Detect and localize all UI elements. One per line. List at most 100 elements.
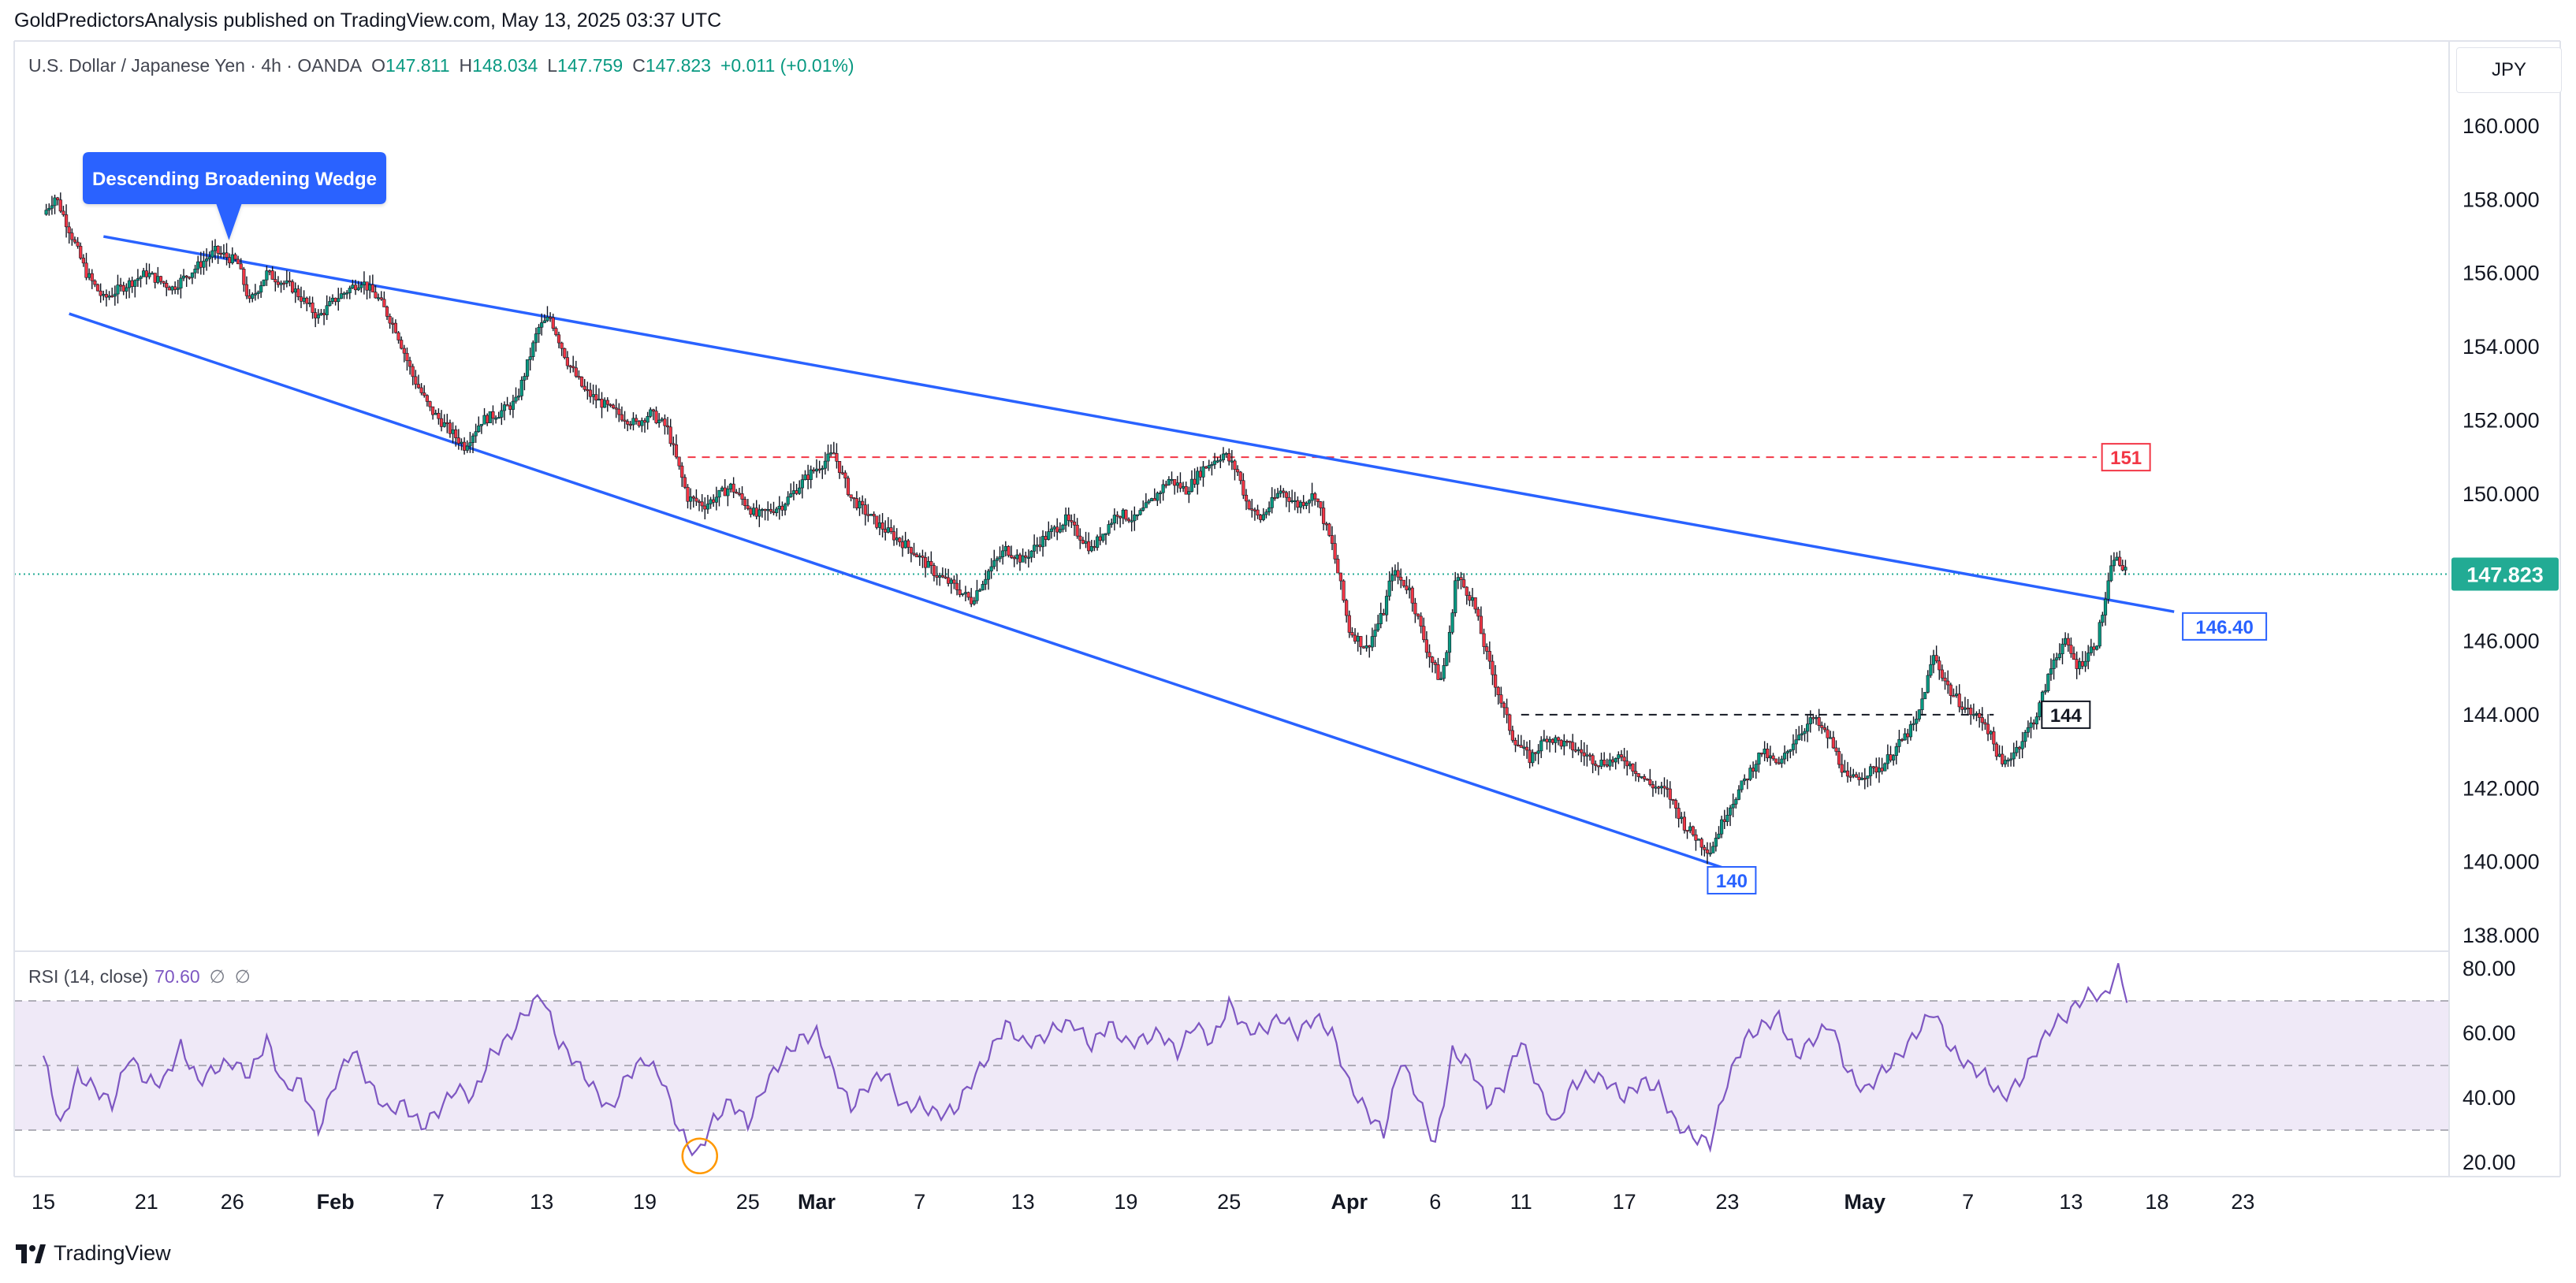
candle-body	[1751, 768, 1755, 772]
price-tick-label: 152.000	[2462, 408, 2540, 432]
symbol-name[interactable]: U.S. Dollar / Japanese Yen · 4h · OANDA	[28, 55, 363, 76]
candle-body	[1725, 815, 1729, 822]
candle-body	[2032, 722, 2036, 725]
wedge-annotation-callout[interactable]: Descending Broadening Wedge	[83, 152, 386, 240]
candle-body	[963, 592, 968, 594]
candle-body	[1204, 466, 1208, 469]
candle-body	[519, 379, 523, 396]
candle-body	[758, 509, 761, 517]
candle-body	[1112, 515, 1116, 524]
candle-body	[1539, 740, 1543, 752]
candle-body	[1003, 546, 1007, 552]
candle-body	[1797, 734, 1801, 741]
candle-body	[1934, 655, 1938, 661]
candle-body	[1782, 753, 1787, 760]
candle-body	[597, 399, 601, 401]
candle-body	[1863, 778, 1867, 780]
candle-body	[846, 478, 851, 496]
time-tick-label: 19	[1114, 1190, 1137, 1214]
candle-body	[1164, 484, 1168, 486]
candle-body	[1250, 508, 1254, 511]
candle-body	[1625, 761, 1629, 767]
time-axis[interactable]: 15 21 26 Feb 7 13 19 25 Mar 7 13 19 25 Apr 6 11 17 23 May 7…	[32, 1190, 2254, 1214]
candle-body	[548, 317, 553, 319]
wedge-trendlines[interactable]	[69, 235, 2175, 871]
candle-body	[1018, 554, 1022, 563]
tradingview-logo[interactable]: TradingView	[16, 1241, 171, 1266]
candle-body	[290, 281, 295, 293]
currency-button[interactable]: JPY	[2456, 47, 2562, 93]
ohlc-open: O147.811	[371, 55, 450, 76]
candle-body	[1677, 808, 1681, 820]
rsi-tick-label: 60.00	[2462, 1021, 2516, 1045]
candle-body	[193, 268, 197, 273]
candle-body	[210, 250, 214, 258]
candle-body	[1319, 501, 1323, 508]
candle-body	[1473, 597, 1477, 610]
rsi-legend[interactable]: RSI (14, close) 70.60 ∅ ∅	[28, 966, 251, 987]
candle-body	[314, 312, 318, 318]
candle-body	[1908, 724, 1913, 738]
candle-body	[165, 283, 169, 288]
candle-body	[947, 577, 951, 584]
candle-body	[1591, 755, 1595, 764]
time-tick-label: 17	[1613, 1190, 1636, 1214]
candle-body	[1806, 723, 1810, 732]
candle-body	[1261, 514, 1265, 520]
candle-body	[1743, 778, 1747, 782]
candle-body	[981, 584, 985, 590]
candle-body	[379, 297, 383, 300]
candle-body	[307, 302, 312, 305]
candle-body	[540, 322, 544, 328]
candle-body	[2046, 674, 2050, 691]
candle-body	[1915, 719, 1919, 724]
candle-body	[637, 421, 641, 426]
candle-body	[402, 348, 406, 354]
candle-body	[1055, 526, 1059, 533]
candle-body	[279, 282, 283, 285]
candle-body	[1040, 536, 1045, 548]
candle-body	[843, 472, 847, 479]
candle-body	[1282, 490, 1286, 493]
candle-body	[1087, 541, 1091, 552]
candle-body	[1952, 695, 1956, 697]
candle-body	[668, 426, 672, 444]
candle-body	[1920, 698, 1924, 710]
candle-body	[1405, 586, 1409, 590]
candle-body	[1617, 754, 1621, 759]
candle-body	[998, 556, 1002, 560]
candle-body	[1133, 514, 1137, 522]
candle-body	[1181, 485, 1186, 489]
candle-body	[1390, 575, 1394, 582]
tag-breakout-box	[2182, 612, 2268, 641]
candle-body	[686, 486, 690, 502]
candle-body	[396, 332, 400, 340]
candlestick-series	[44, 192, 2127, 865]
symbol-legend[interactable]: U.S. Dollar / Japanese Yen · 4h · OANDA O…	[28, 55, 864, 76]
price-axis[interactable]: 160.000 158.000 156.000 154.000 152.000 150.0…	[2462, 114, 2540, 947]
price-tick-label: 154.000	[2462, 335, 2540, 359]
candle-body	[1001, 550, 1005, 557]
candle-body	[1903, 733, 1907, 741]
candle-body	[1829, 737, 1833, 739]
candle-body	[1900, 738, 1904, 742]
candle-body	[700, 501, 704, 507]
candle-body	[2080, 661, 2085, 667]
candle-body	[196, 261, 200, 270]
candle-body	[1826, 729, 1830, 738]
candle-body	[1822, 727, 1827, 731]
candle-body	[1946, 680, 1950, 686]
rsi-axis[interactable]: 80.00 60.00 40.00 20.00	[2462, 957, 2516, 1174]
candle-body	[1594, 764, 1598, 766]
rsi-tick-label: 20.00	[2462, 1151, 2516, 1174]
tag-144-box	[2041, 700, 2091, 729]
candle-body	[1267, 507, 1271, 513]
candle-body	[660, 418, 664, 421]
candle-body	[1033, 545, 1037, 552]
candle-body	[1834, 747, 1838, 752]
candle-body	[282, 282, 286, 284]
candle-body	[342, 292, 346, 295]
current-price-badge	[2451, 557, 2559, 591]
candle-body	[84, 262, 88, 278]
